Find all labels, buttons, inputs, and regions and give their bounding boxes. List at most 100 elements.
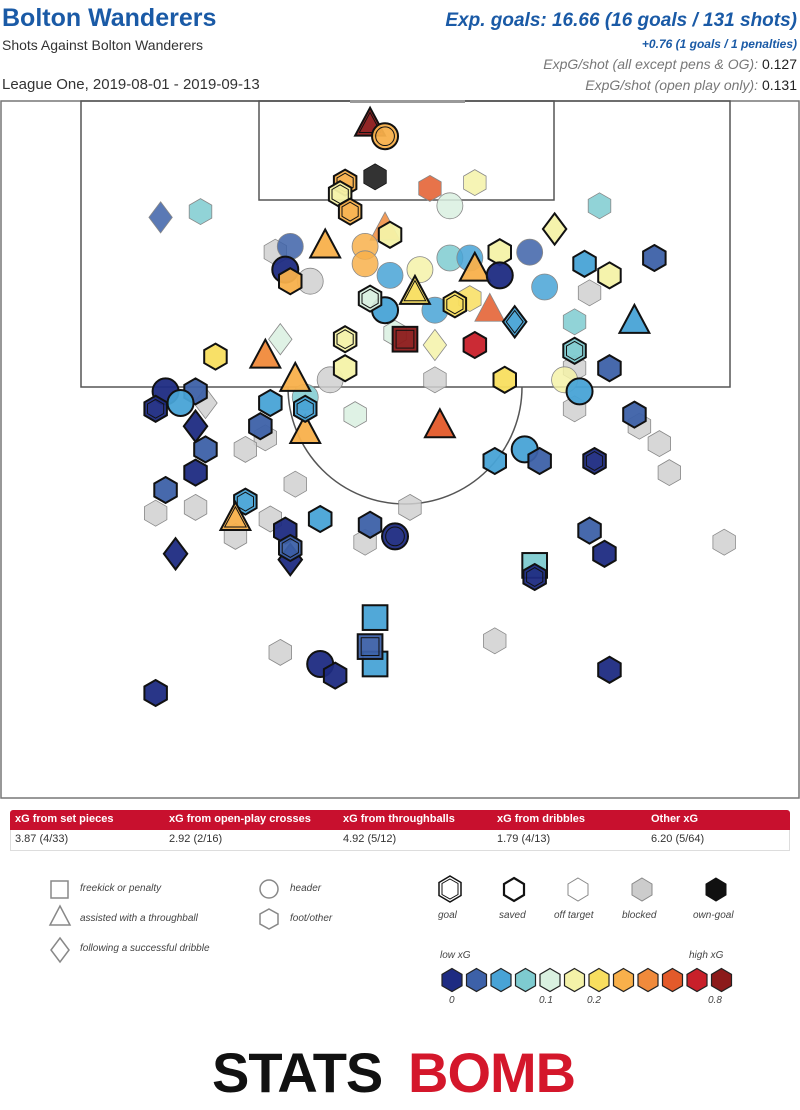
goal-hexagon-icon	[438, 875, 462, 903]
shot-marker	[436, 192, 464, 220]
scale-swatch	[637, 967, 659, 993]
shot-marker	[143, 678, 168, 708]
shot-marker	[363, 163, 387, 191]
shot-marker	[422, 328, 448, 362]
shot-marker	[351, 250, 379, 278]
scale-swatch	[490, 967, 512, 993]
shot-marker	[218, 499, 253, 532]
shot-marker	[522, 562, 547, 592]
shot-marker	[377, 220, 403, 249]
shot-marker	[516, 238, 544, 266]
breakdown-value-throughballs: 4.92 (5/12)	[343, 833, 397, 845]
legend-goal-label: goal	[438, 910, 457, 921]
scale-swatch	[465, 967, 488, 993]
scale-swatch	[563, 967, 586, 993]
scale-swatch	[612, 967, 635, 993]
shot-marker	[418, 174, 442, 202]
scale-swatch	[539, 967, 561, 993]
scale-tick-0-2: 0.2	[587, 995, 601, 1006]
shot-marker	[278, 267, 303, 296]
shot-marker	[562, 336, 587, 365]
shot-marker	[423, 407, 457, 439]
shot-marker	[381, 522, 410, 551]
blocked-hexagon-icon	[631, 877, 653, 902]
shot-marker	[647, 430, 671, 458]
xg-per-shot-all: ExpG/shot (all except pens & OG): 0.127	[543, 56, 797, 72]
xg-headline: Exp. goals: 16.66 (16 goals / 131 shots)	[445, 10, 797, 31]
shot-marker	[398, 493, 422, 521]
legend-foot-label: foot/other	[290, 913, 333, 924]
scale-swatch	[514, 967, 537, 993]
shot-marker	[483, 627, 507, 655]
xg-per-shot-all-label: ExpG/shot (all except pens & OG):	[543, 56, 759, 72]
shot-marker	[577, 516, 602, 545]
shot-marker	[398, 273, 432, 305]
throughball-triangle-icon	[48, 904, 72, 926]
shot-marker	[442, 290, 468, 319]
scale-tick-0: 0	[449, 995, 455, 1006]
breakdown-header-set-pieces: xG from set pieces	[15, 813, 114, 825]
shot-marker	[361, 604, 389, 631]
pitch-border	[0, 100, 800, 799]
shot-marker	[258, 388, 283, 418]
shot-marker	[143, 499, 168, 527]
breakdown-header-other: Other xG	[651, 813, 699, 825]
legend-dribble-label: following a successful dribble	[80, 943, 210, 954]
shot-marker	[592, 539, 617, 568]
scale-swatch	[661, 967, 684, 993]
scale-tick-0-1: 0.1	[539, 995, 553, 1006]
own-goal-hexagon-icon	[705, 877, 727, 902]
xg-per-shot-all-value: 0.127	[761, 56, 797, 72]
shot-marker	[343, 401, 367, 429]
shot-marker	[288, 412, 322, 445]
off-target-hexagon-icon	[567, 877, 589, 902]
shot-map-pitch	[0, 100, 800, 799]
shot-marker	[162, 536, 189, 572]
shot-marker	[463, 169, 487, 197]
shot-marker	[322, 661, 348, 690]
foot-hexagon-icon	[259, 908, 279, 930]
team-title: Bolton Wanderers	[2, 4, 217, 32]
xg-color-scale	[441, 967, 733, 993]
shot-marker	[423, 366, 447, 394]
freekick-square-icon	[50, 880, 69, 899]
legend-own-goal-label: own-goal	[693, 910, 734, 921]
shot-marker	[391, 325, 419, 353]
legend-high-xg-label: high xG	[689, 950, 724, 961]
shot-marker	[143, 394, 168, 423]
scale-swatch	[441, 967, 463, 993]
breakdown-value-dribbles: 1.79 (4/13)	[497, 833, 551, 845]
shot-marker	[153, 475, 178, 505]
shot-marker	[617, 302, 652, 334]
shot-marker	[148, 201, 173, 234]
shot-marker	[541, 211, 568, 247]
shot-marker	[458, 250, 492, 282]
breakdown-value-set-pieces: 3.87 (4/33)	[15, 833, 69, 845]
shot-marker	[278, 533, 303, 563]
shot-marker	[501, 304, 528, 340]
shot-marker	[356, 633, 384, 660]
shot-marker	[562, 308, 587, 336]
shot-marker	[283, 470, 307, 498]
shot-marker	[462, 330, 488, 360]
legend-throughball-label: assisted with a throughball	[80, 913, 198, 924]
shot-marker	[248, 412, 273, 441]
shot-marker	[248, 337, 282, 369]
shot-marker	[712, 528, 736, 556]
shot-marker	[582, 446, 607, 476]
shot-marker	[233, 435, 258, 463]
breakdown-header-dribbles: xG from dribbles	[497, 813, 586, 825]
shot-marker	[657, 459, 681, 487]
shot-marker	[577, 279, 602, 307]
legend-off-target-label: off target	[554, 910, 594, 921]
shot-marker	[565, 377, 594, 406]
scale-swatch	[588, 967, 610, 993]
shot-marker	[193, 435, 218, 464]
shot-marker	[183, 493, 208, 521]
shot-marker	[492, 365, 517, 394]
legend-graphics	[48, 875, 733, 993]
header-circle-icon	[259, 879, 279, 899]
shot-marker	[642, 243, 667, 273]
breakdown-value-other: 6.20 (5/64)	[651, 833, 705, 845]
xg-breakdown-table: xG from set pieces xG from open-play cro…	[10, 810, 790, 851]
